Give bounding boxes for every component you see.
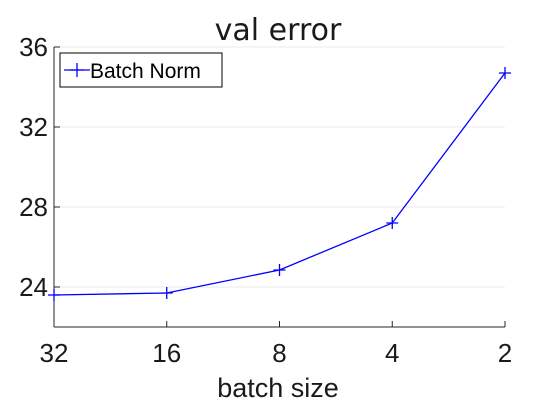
plot-area [53, 47, 505, 328]
data-point-marker [160, 287, 173, 299]
series-line [53, 72, 506, 296]
data-point-marker [273, 264, 286, 276]
series-group [48, 67, 511, 301]
legend-label: Batch Norm [90, 60, 201, 83]
x-tick-label: 2 [498, 338, 512, 368]
data-point-marker [386, 217, 399, 229]
x-ticks: 32 16 8 4 2 [40, 321, 512, 368]
y-tick-label: 36 [19, 32, 48, 62]
y-tick-label: 32 [19, 112, 48, 142]
x-tick-label: 16 [152, 338, 181, 368]
legend: Batch Norm [59, 52, 223, 88]
data-point-marker [48, 289, 60, 301]
y-tick-label: 28 [19, 192, 48, 222]
x-tick-label: 8 [272, 338, 286, 368]
legend-marker [70, 63, 84, 77]
x-tick-label: 32 [40, 338, 69, 368]
x-axis-label: batch size [217, 373, 339, 403]
data-point-marker [499, 67, 511, 79]
grid-lines [54, 46, 505, 288]
chart-title: val error [215, 13, 342, 48]
x-tick-label: 4 [385, 338, 399, 368]
y-ticks: 24 28 32 36 [19, 32, 60, 302]
y-tick-label: 24 [19, 272, 48, 302]
